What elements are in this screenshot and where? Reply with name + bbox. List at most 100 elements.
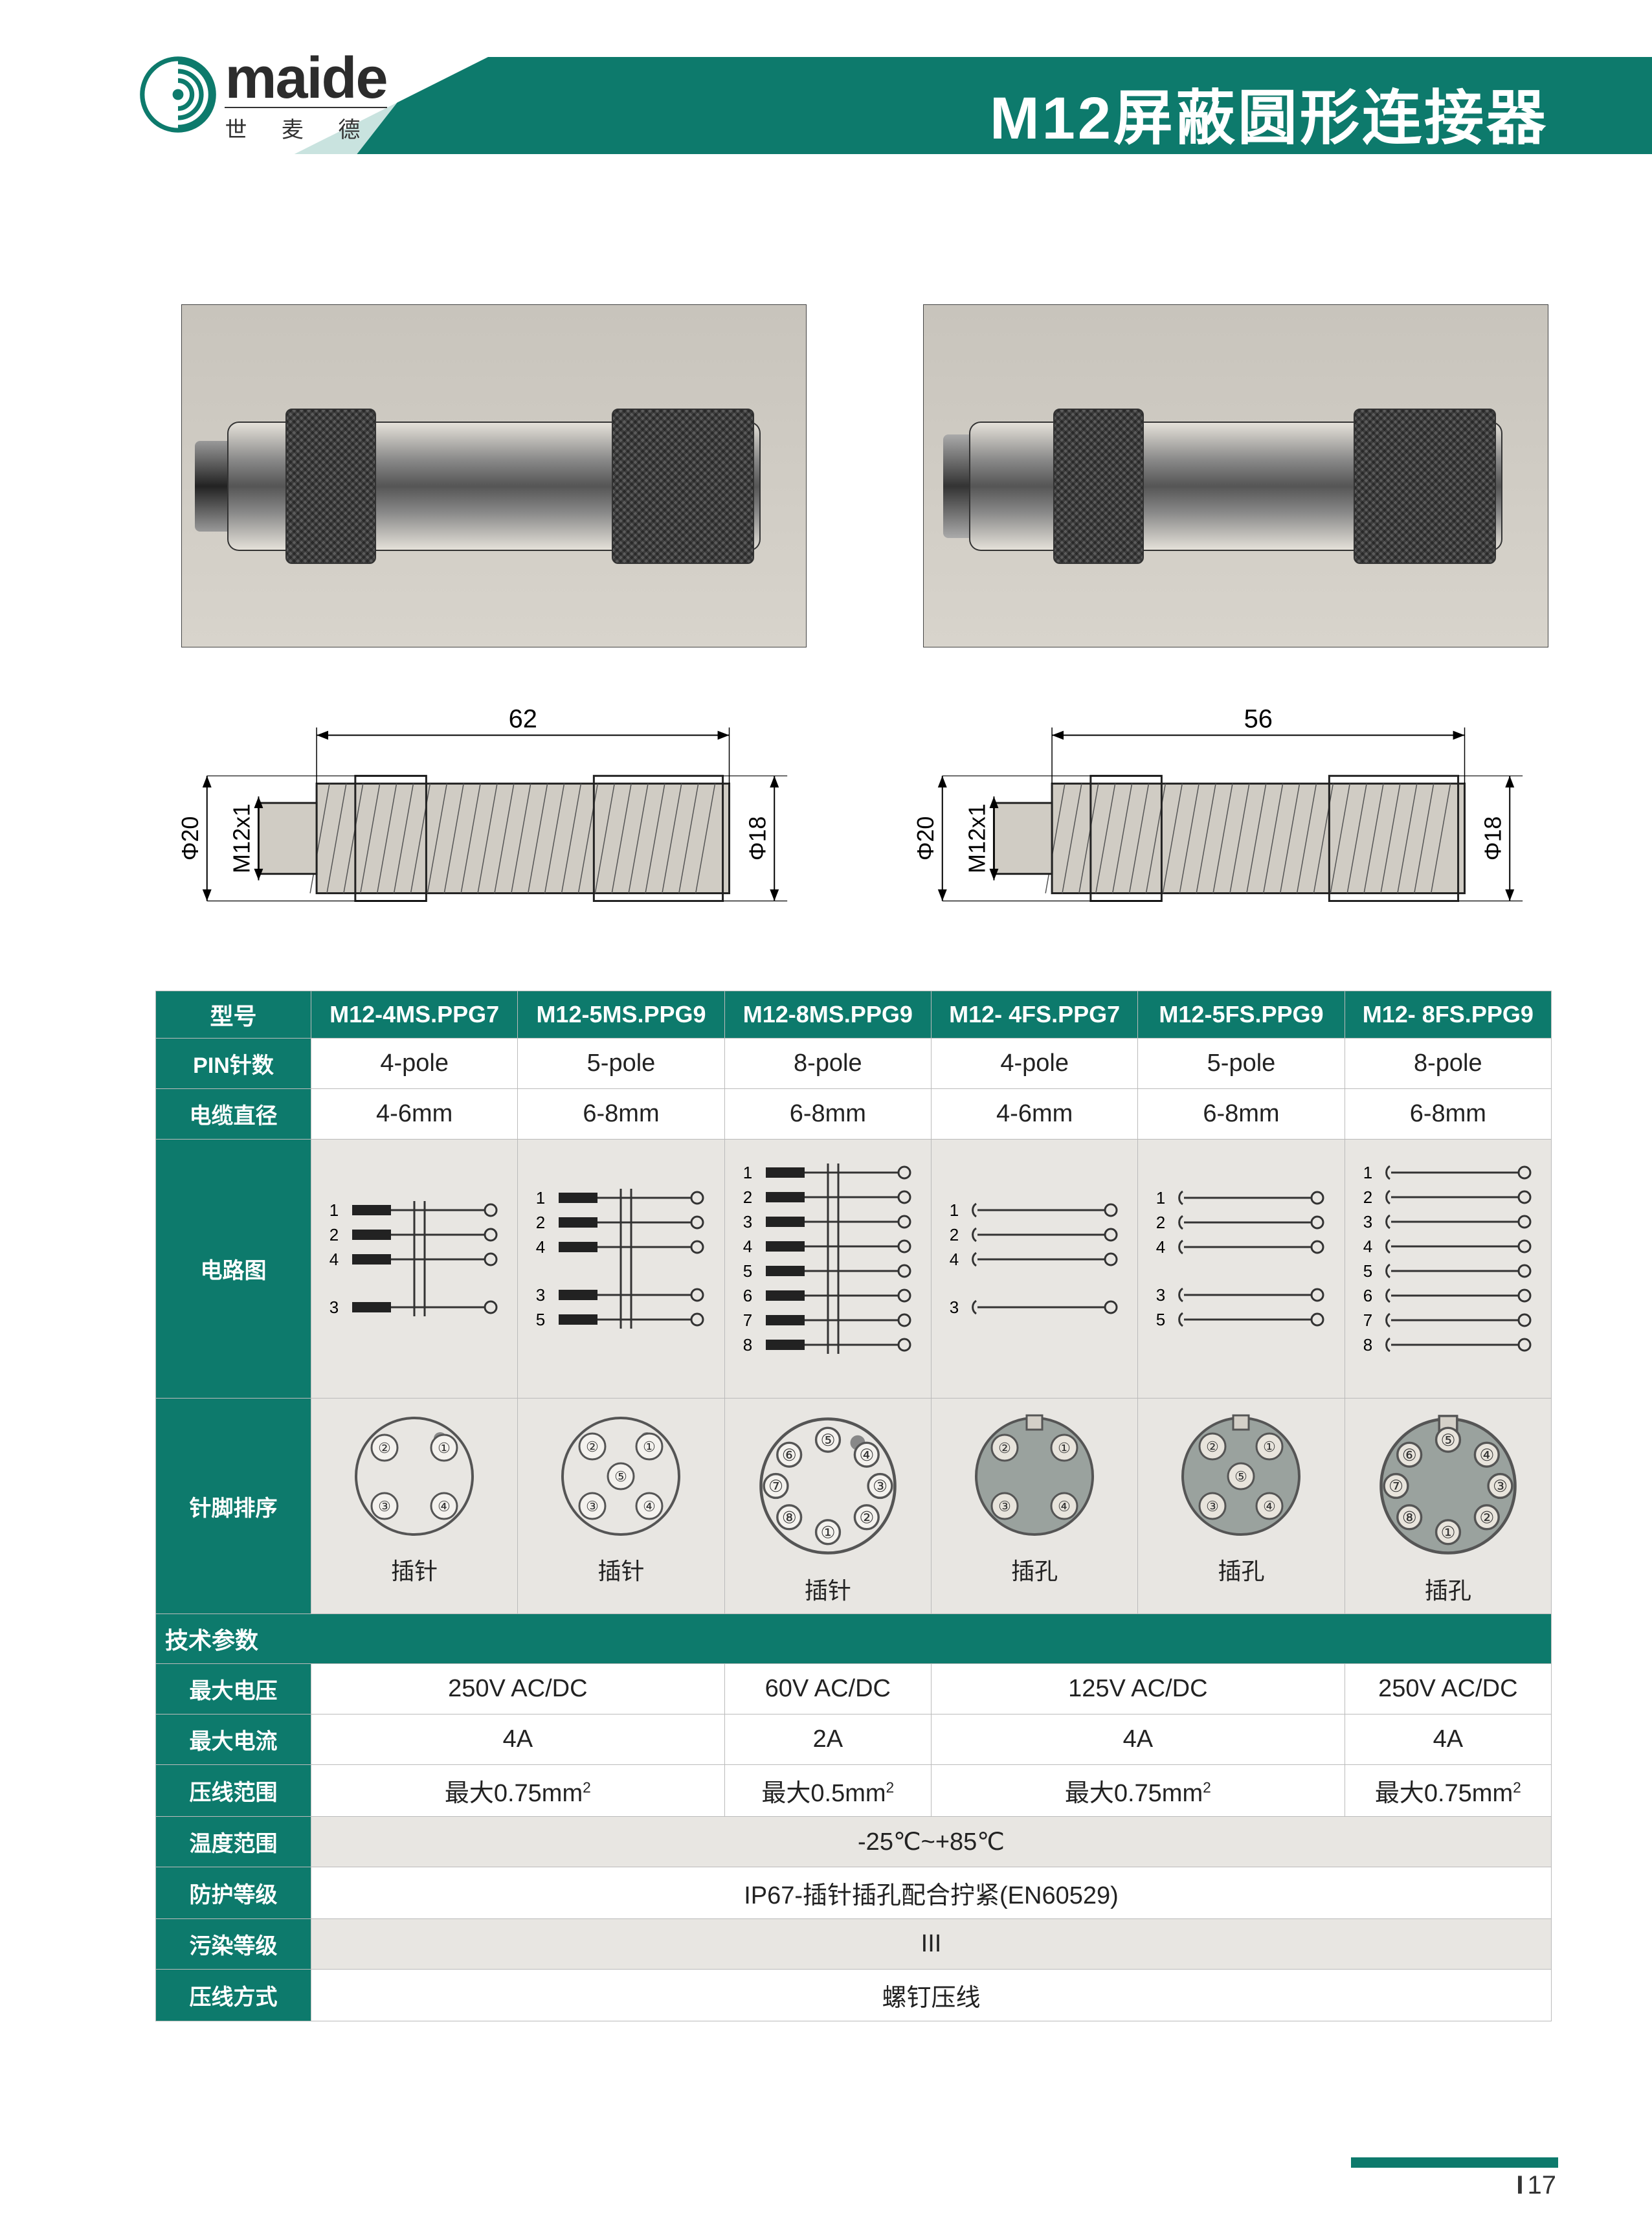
col-header-2: M12-8MS.PPG9: [724, 991, 931, 1039]
svg-text:3: 3: [1156, 1285, 1165, 1305]
svg-text:4: 4: [329, 1250, 339, 1269]
svg-text:⑦: ⑦: [1389, 1478, 1403, 1496]
svg-text:④: ④: [1058, 1498, 1071, 1514]
svg-text:⑥: ⑥: [782, 1446, 797, 1465]
spec-value: 6-8mm: [1138, 1089, 1345, 1140]
svg-text:62: 62: [509, 705, 537, 734]
svg-text:⑦: ⑦: [768, 1478, 783, 1496]
spec-value: 4A: [311, 1714, 725, 1765]
pin-face-label: 插孔: [1349, 1572, 1547, 1606]
spec-value: 125V AC/DC: [931, 1664, 1345, 1714]
svg-text:④: ④: [859, 1446, 874, 1465]
svg-text:2: 2: [743, 1187, 752, 1207]
col-header-5: M12- 8FS.PPG9: [1345, 991, 1551, 1039]
col-header-1: M12-5MS.PPG9: [518, 991, 724, 1039]
svg-text:Φ18: Φ18: [1480, 816, 1506, 860]
svg-text:5: 5: [1156, 1310, 1165, 1329]
svg-text:⑥: ⑥: [1402, 1446, 1417, 1465]
row-label-pinorder: 针脚排序: [156, 1399, 311, 1614]
svg-text:⑤: ⑤: [1235, 1468, 1248, 1485]
svg-text:8: 8: [1363, 1335, 1372, 1355]
brand-logo: maide 世 麦 德: [139, 45, 411, 144]
svg-text:⑤: ⑤: [820, 1432, 835, 1450]
circuit-diagram: 12435: [1138, 1140, 1345, 1399]
svg-text:2: 2: [329, 1225, 339, 1244]
page-number: I17: [1516, 2171, 1556, 2200]
row-label-circuit: 电路图: [156, 1140, 311, 1399]
spec-value: 4A: [931, 1714, 1345, 1765]
svg-text:⑤: ⑤: [615, 1468, 628, 1485]
pin-face: ②①③④⑤插孔: [1138, 1399, 1345, 1614]
pin-face-label: 插针: [729, 1572, 927, 1606]
svg-text:1: 1: [1363, 1163, 1372, 1182]
spec-value: 最大0.75mm2: [931, 1765, 1345, 1817]
svg-text:2: 2: [1363, 1187, 1372, 1207]
svg-text:③: ③: [998, 1498, 1011, 1514]
svg-text:4: 4: [536, 1237, 545, 1257]
spec-value: 最大0.75mm2: [1345, 1765, 1551, 1817]
svg-text:6: 6: [1363, 1286, 1372, 1305]
svg-text:3: 3: [536, 1285, 545, 1305]
technical-drawings: 62Φ20M12x1Φ18 56Φ20M12x1Φ18: [168, 699, 1548, 945]
svg-text:④: ④: [438, 1498, 451, 1514]
svg-text:③: ③: [378, 1498, 391, 1514]
svg-text:56: 56: [1244, 705, 1273, 734]
svg-text:Φ18: Φ18: [744, 816, 770, 860]
svg-text:1: 1: [950, 1200, 959, 1220]
svg-text:②: ②: [998, 1440, 1011, 1456]
col-header-3: M12- 4FS.PPG7: [931, 991, 1137, 1039]
svg-text:①: ①: [643, 1439, 656, 1455]
circuit-diagram: 12345678: [1345, 1140, 1551, 1399]
svg-text:⑧: ⑧: [1402, 1509, 1417, 1527]
logo-text-en: maide: [225, 45, 386, 112]
pin-face: ⑤④③②①⑧⑦⑥插孔: [1345, 1399, 1551, 1614]
row-label: 电缆直径: [156, 1089, 311, 1140]
svg-text:3: 3: [950, 1298, 959, 1317]
svg-text:②: ②: [859, 1509, 874, 1527]
col-header-4: M12-5FS.PPG9: [1138, 991, 1345, 1039]
svg-text:5: 5: [536, 1310, 545, 1329]
svg-text:4: 4: [1156, 1237, 1165, 1257]
spec-value: IP67-插针插孔配合拧紧(EN60529): [311, 1867, 1552, 1919]
tech-drawing-right: 56Φ20M12x1Φ18: [904, 699, 1548, 945]
svg-text:②: ②: [1479, 1509, 1494, 1527]
pin-face-label: 插孔: [935, 1553, 1133, 1586]
spec-value: 最大0.75mm2: [311, 1765, 725, 1817]
svg-text:②: ②: [586, 1439, 599, 1455]
svg-text:③: ③: [1493, 1478, 1508, 1496]
svg-text:1: 1: [536, 1188, 545, 1208]
spec-table: 型号M12-4MS.PPG7M12-5MS.PPG9M12-8MS.PPG9M1…: [155, 991, 1552, 2021]
svg-text:⑤: ⑤: [1440, 1432, 1455, 1450]
spec-value: 螺钉压线: [311, 1970, 1552, 2021]
spec-value: 2A: [724, 1714, 931, 1765]
pin-face: ⑤④③②①⑧⑦⑥插针: [724, 1399, 931, 1614]
spec-value: 5-pole: [1138, 1039, 1345, 1089]
spec-value: 60V AC/DC: [724, 1664, 931, 1714]
spec-value: 4-6mm: [931, 1089, 1137, 1140]
svg-text:①: ①: [438, 1440, 451, 1456]
svg-text:3: 3: [743, 1212, 752, 1231]
svg-text:4: 4: [950, 1250, 959, 1269]
svg-text:1: 1: [329, 1200, 339, 1220]
svg-text:2: 2: [1156, 1213, 1165, 1232]
row-label: PIN针数: [156, 1039, 311, 1089]
circuit-diagram: 1243: [931, 1140, 1137, 1399]
svg-text:4: 4: [743, 1237, 752, 1256]
svg-text:②: ②: [378, 1440, 391, 1456]
svg-text:④: ④: [1264, 1498, 1277, 1514]
pin-face-label: 插孔: [1142, 1553, 1340, 1586]
svg-text:6: 6: [743, 1286, 752, 1305]
svg-text:⑧: ⑧: [782, 1509, 797, 1527]
tech-section-header: 技术参数: [156, 1614, 1552, 1664]
pin-face: ②①③④插孔: [931, 1399, 1137, 1614]
circuit-diagram: 1243: [311, 1140, 518, 1399]
svg-text:2: 2: [536, 1213, 545, 1232]
svg-text:Φ20: Φ20: [913, 816, 939, 860]
product-photo-male: [181, 304, 807, 647]
col-header-0: M12-4MS.PPG7: [311, 991, 518, 1039]
svg-text:Φ20: Φ20: [177, 816, 203, 860]
svg-text:5: 5: [743, 1261, 752, 1281]
pin-face-label: 插针: [522, 1553, 720, 1586]
svg-text:①: ①: [820, 1524, 835, 1542]
tech-drawing-left: 62Φ20M12x1Φ18: [168, 699, 813, 945]
